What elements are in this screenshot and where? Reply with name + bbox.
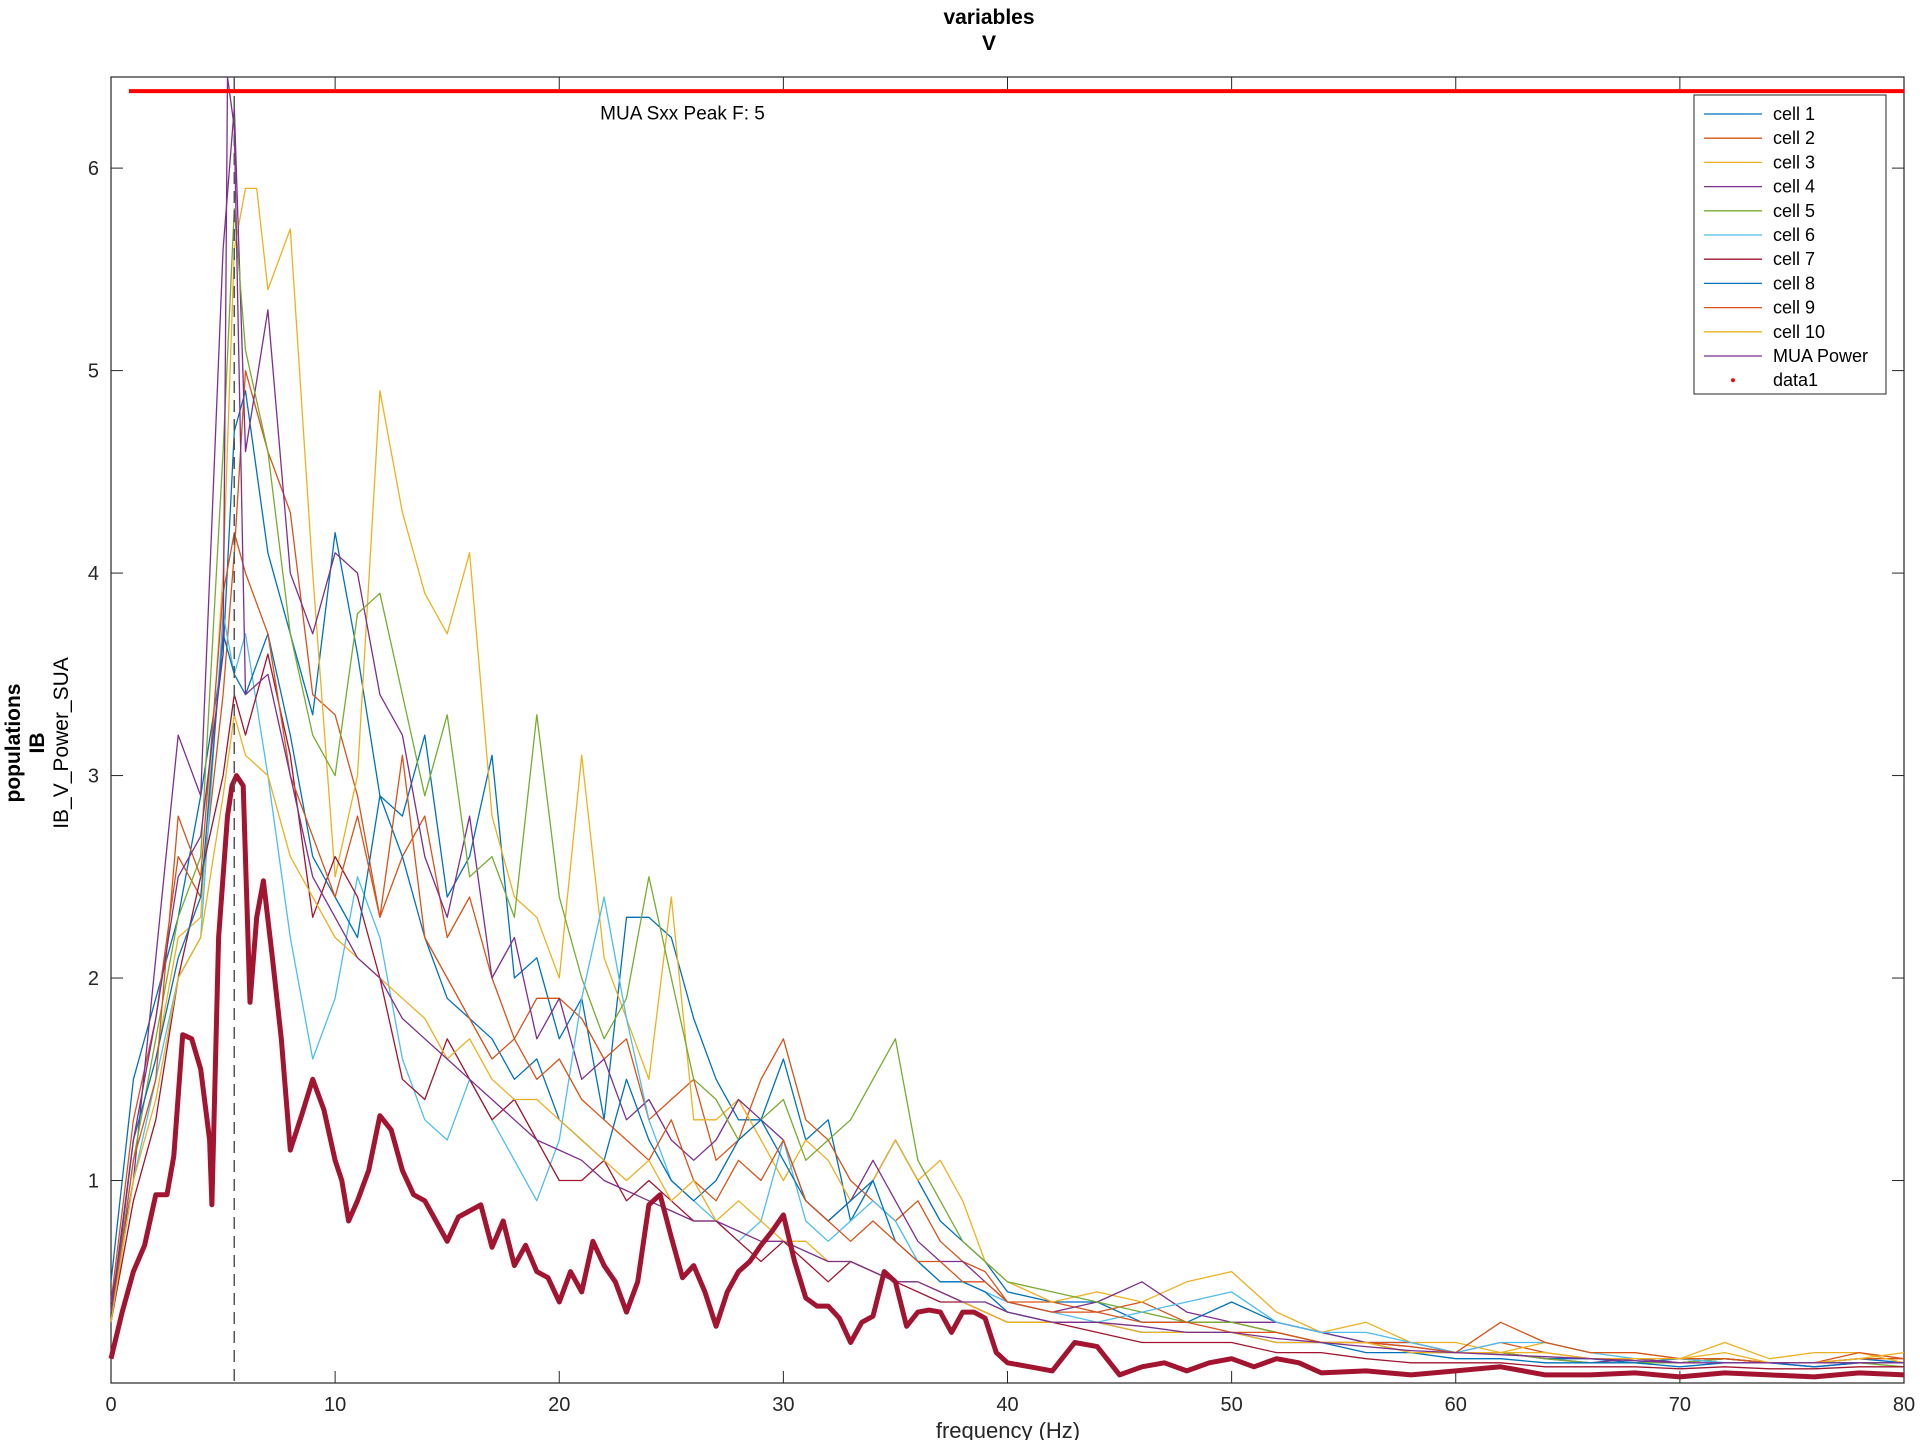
legend-label: MUA Power <box>1773 346 1868 366</box>
peak-annotation: MUA Sxx Peak F: 5 <box>600 103 765 124</box>
overlay-layer <box>128 77 1904 1383</box>
legend-label: cell 6 <box>1773 225 1815 245</box>
x-tick-label: 80 <box>1893 1394 1915 1416</box>
ticks-layer: 0 10 20 30 40 50 60 70 80 1 2 3 4 5 6 <box>88 77 1915 1416</box>
y-tick-label: 4 <box>88 563 99 585</box>
series-line-9 <box>110 531 1905 1364</box>
plot-area <box>110 76 1905 1384</box>
y-tick-label: 3 <box>88 766 99 788</box>
legend-swatch-dot <box>1731 378 1735 383</box>
y-axis-label-line2: IB <box>26 733 49 754</box>
x-tick-label: 50 <box>1221 1394 1243 1416</box>
x-tick-label: 60 <box>1445 1394 1467 1416</box>
legend-items: cell 1 cell 2 cell 3 cell 4 cell 5 cell 6 cell… <box>1704 104 1868 390</box>
y-axis-label-line1: populations <box>2 684 25 803</box>
legend-label: cell 8 <box>1773 273 1815 293</box>
x-tick-label: 10 <box>324 1394 346 1416</box>
legend-label: cell 4 <box>1773 177 1815 197</box>
chart-title-line2: V <box>982 32 996 55</box>
y-tick-label: 1 <box>88 1171 99 1193</box>
series-line-3 <box>110 187 1905 1364</box>
y-tick-label: 5 <box>88 361 99 383</box>
legend-box <box>1693 94 1887 395</box>
y-tick-label: 6 <box>88 158 99 180</box>
series-line-8 <box>110 633 1904 1368</box>
y-axis-label-group: populations IB IB_V_Power_SUA <box>2 657 73 829</box>
x-axis-label: frequency (Hz) <box>936 1418 1080 1440</box>
legend: cell 1 cell 2 cell 3 cell 4 cell 5 cell 6 cell… <box>1693 94 1887 395</box>
x-tick-label: 30 <box>772 1394 794 1416</box>
legend-label: cell 3 <box>1773 152 1815 172</box>
mean-power-line <box>108 773 1905 1380</box>
y-axis-label-line3: IB_V_Power_SUA <box>50 657 73 829</box>
series-line-7 <box>110 653 1904 1370</box>
x-tick-label: 70 <box>1669 1394 1691 1416</box>
legend-label: cell 5 <box>1773 201 1815 221</box>
x-tick-label: 20 <box>548 1394 570 1416</box>
x-tick-label: 0 <box>105 1394 116 1416</box>
legend-label: cell 9 <box>1773 298 1815 318</box>
legend-label: cell 1 <box>1773 104 1815 124</box>
legend-label: cell 7 <box>1773 249 1815 269</box>
legend-label: cell 10 <box>1773 322 1825 342</box>
legend-label: data1 <box>1773 370 1818 390</box>
x-tick-label: 40 <box>996 1394 1018 1416</box>
series-line-6 <box>110 612 1904 1364</box>
y-tick-label: 2 <box>88 968 99 990</box>
chart-title-line1: variables <box>943 6 1034 29</box>
legend-label: cell 2 <box>1773 128 1815 148</box>
series-layer <box>108 76 1905 1380</box>
